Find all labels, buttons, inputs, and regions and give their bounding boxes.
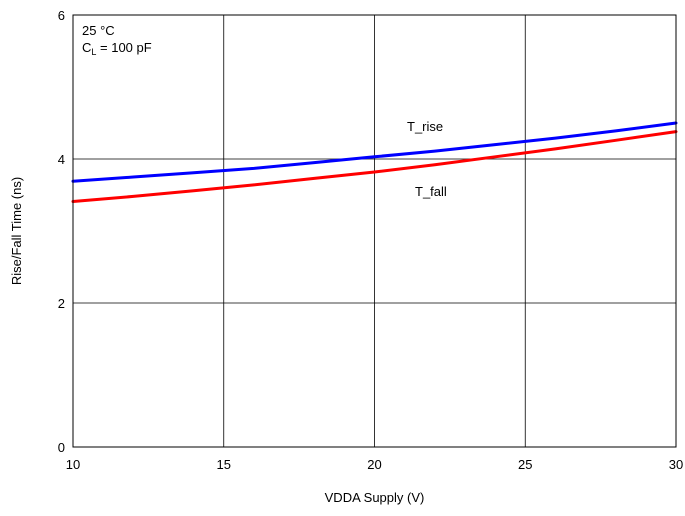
x-tick-labels: 10 15 20 25 30 [66, 457, 683, 472]
load-capacitance-annotation: CL = 100 pF [82, 40, 152, 57]
y-tick-label: 4 [58, 152, 65, 167]
x-tick-label: 10 [66, 457, 80, 472]
t-fall-label: T_fall [415, 184, 447, 199]
x-tick-label: 15 [217, 457, 231, 472]
y-tick-labels: 0 2 4 6 [58, 8, 65, 455]
y-tick-label: 2 [58, 296, 65, 311]
x-tick-label: 20 [367, 457, 381, 472]
x-axis-label: VDDA Supply (V) [325, 490, 425, 505]
load-value: = 100 pF [96, 40, 151, 55]
series-lines [71, 121, 678, 203]
t-fall-line [71, 130, 678, 203]
temperature-annotation: 25 °C [82, 23, 115, 38]
y-tick-label: 6 [58, 8, 65, 23]
x-tick-label: 25 [518, 457, 532, 472]
y-axis-label: Rise/Fall Time (ns) [9, 177, 24, 285]
load-symbol: C [82, 40, 91, 55]
load-subscript: L [91, 47, 96, 57]
t-rise-label: T_rise [407, 119, 443, 134]
t-rise-line [71, 121, 678, 183]
y-tick-label: 0 [58, 440, 65, 455]
grid-lines [72, 14, 677, 448]
plot-frame [72, 14, 677, 448]
x-tick-label: 30 [669, 457, 683, 472]
